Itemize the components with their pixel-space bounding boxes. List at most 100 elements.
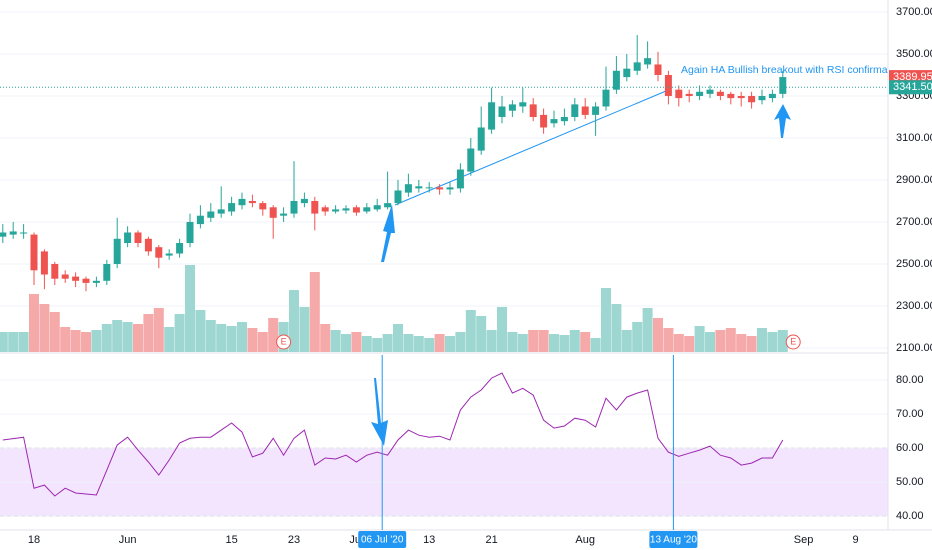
- candle-body: [290, 200, 298, 214]
- candle-body: [581, 106, 589, 115]
- volume-bar: [351, 332, 362, 352]
- volume-bar: [341, 334, 351, 352]
- volume-bar: [49, 312, 60, 352]
- volume-bar: [486, 330, 497, 352]
- candle-body: [415, 186, 423, 189]
- candle-body: [0, 232, 7, 237]
- candle-body: [498, 106, 506, 117]
- volume-bar: [299, 307, 310, 352]
- candle-body: [602, 89, 610, 107]
- volume-bar: [164, 327, 175, 352]
- candle-body: [176, 242, 184, 254]
- y-tick-label: 80.00: [896, 374, 924, 386]
- volume-bar: [247, 328, 258, 352]
- volume-bar: [705, 332, 715, 352]
- candle-body: [342, 208, 350, 211]
- volume-bar: [601, 288, 611, 352]
- volume-bar: [81, 332, 91, 352]
- volume-bar: [559, 335, 570, 352]
- candle-body: [529, 104, 537, 117]
- volume-bar: [0, 332, 8, 352]
- x-tick-label: 9: [853, 534, 859, 546]
- volume-bar: [153, 308, 164, 352]
- volume-bar: [663, 328, 674, 352]
- volume-bar: [517, 334, 528, 352]
- candle-body: [644, 58, 652, 65]
- volume-bar: [382, 334, 393, 352]
- volume-bar: [18, 332, 29, 352]
- y-tick-label: 2900.00: [896, 174, 932, 186]
- y-tick-label: 2500.00: [896, 258, 932, 270]
- x-tick-label: 13: [423, 534, 435, 546]
- volume-bar: [101, 324, 112, 352]
- candle-body: [113, 238, 121, 264]
- volume-bar: [424, 338, 435, 352]
- volume-bar: [8, 332, 19, 352]
- volume-bar: [122, 322, 133, 352]
- candle-body: [436, 187, 444, 190]
- candle-body: [20, 232, 28, 234]
- axes: 3700.003500.003300.003100.002900.002700.…: [28, 6, 932, 548]
- y-tick-label: 50.00: [896, 476, 924, 488]
- volume-bar: [403, 334, 414, 352]
- candle-body: [519, 102, 527, 107]
- price-panel: Again HA Bullish breakout with RSI confi…: [0, 35, 888, 352]
- volume-bar: [434, 334, 445, 352]
- volume-bar: [320, 324, 331, 352]
- candle-body: [196, 215, 204, 225]
- volume-bar: [757, 328, 767, 352]
- candle-body: [737, 95, 745, 99]
- candle-body: [696, 91, 704, 96]
- volume-bar: [621, 330, 632, 352]
- volume-bar: [736, 334, 747, 352]
- candle-body: [321, 207, 329, 212]
- volume-bar: [216, 324, 227, 352]
- marker-label: 06 Jul '20: [361, 535, 404, 546]
- volume-bar: [777, 330, 788, 352]
- candle-body: [779, 77, 787, 94]
- candle-body: [228, 203, 236, 212]
- candle-body: [155, 247, 163, 258]
- marker-box: [649, 531, 698, 548]
- price-tag-label: 3341.50: [893, 81, 932, 93]
- candle-body: [768, 93, 776, 99]
- candle-body: [446, 187, 454, 190]
- y-tick-label: 3100.00: [896, 132, 932, 144]
- candle-body: [612, 70, 620, 90]
- candle-body: [72, 276, 80, 281]
- volume-bar: [237, 322, 247, 352]
- volume-bar: [455, 332, 466, 352]
- y-tick-label: 40.00: [896, 510, 924, 522]
- earnings-label: E: [281, 336, 287, 346]
- volume-bar: [694, 326, 705, 352]
- marker-label: 13 Aug '20: [650, 535, 697, 546]
- candle-body: [373, 205, 381, 210]
- volume-bar: [60, 327, 71, 352]
- volume-bar: [205, 320, 216, 352]
- rsi-panel: [2, 372, 784, 497]
- price-tag-label: 3389.95: [893, 71, 932, 83]
- volume-bar: [569, 330, 580, 352]
- volume-bar: [91, 330, 102, 352]
- volume-bar: [746, 336, 757, 352]
- volume-bar: [549, 334, 559, 352]
- volume-bar: [39, 304, 50, 352]
- candle-body: [248, 200, 256, 204]
- volume-bar: [653, 318, 663, 352]
- candle-body: [477, 127, 485, 151]
- candle-body: [685, 93, 693, 96]
- volume-bar: [590, 338, 601, 352]
- candle-body: [30, 234, 38, 271]
- candle-body: [165, 253, 173, 256]
- volume-bar: [611, 304, 622, 352]
- volume-bar: [29, 294, 39, 352]
- candle-body: [217, 209, 225, 214]
- candle-body: [560, 116, 568, 122]
- candle-body: [727, 93, 735, 99]
- candle-body: [238, 198, 246, 206]
- candle-body: [664, 74, 672, 96]
- candle-body: [706, 89, 714, 94]
- volume-bar: [715, 330, 726, 352]
- y-tick-label: 3500.00: [896, 48, 932, 60]
- volume-bar: [497, 307, 507, 352]
